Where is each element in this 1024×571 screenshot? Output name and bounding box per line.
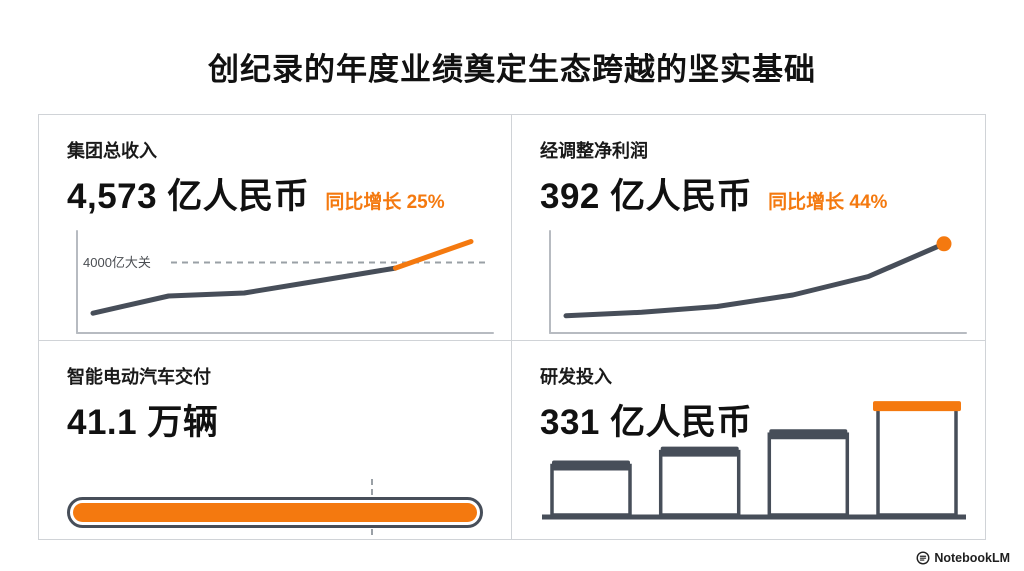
rnd-value: 331 亿人民币 [540,403,753,442]
profit-label: 经调整净利润 [540,141,648,161]
profit-value-row: 392 亿人民币 同比增长 44% [540,168,959,219]
delivery-progress-track [67,497,483,528]
rnd-bar [876,404,958,517]
revenue-value: 4,573 亿人民币 [67,177,310,216]
deliveries-value: 41.1 万辆 [67,403,219,442]
rnd-bar [767,432,850,517]
revenue-growth-badge: 同比增长 25% [325,192,445,213]
panel-rnd: 研发投入 331 亿人民币 [512,341,985,539]
panel-profit: 经调整净利润 392 亿人民币 同比增长 44% [512,115,985,341]
notebooklm-watermark: NotebookLM [916,551,1010,565]
trend-accent-segment [392,239,474,271]
deliveries-label: 智能电动汽车交付 [67,367,211,387]
rnd-bar [658,449,741,517]
revenue-label: 集团总收入 [67,141,157,161]
rnd-bar-cap [660,446,739,457]
notebooklm-logo-icon [916,551,930,565]
rnd-bar [550,463,632,517]
rnd-bar-chart [542,401,966,520]
rnd-label: 研发投入 [540,367,612,387]
rnd-value-row: 331 亿人民币 [540,394,959,445]
panels-grid: 集团总收入 4,573 亿人民币 同比增长 25% 4000亿大关 经调整净利润… [38,114,986,540]
delivery-progress-chart: 原定目标: 30万 [67,479,483,539]
trend-line [90,265,398,316]
rnd-bar-cap [769,429,848,440]
delivery-progress-fill [73,503,477,522]
end-dot [936,236,952,252]
revenue-line-chart: 4000亿大关 [76,230,494,334]
revenue-value-row: 4,573 亿人民币 同比增长 25% [67,168,485,219]
rnd-bar-cap [552,460,630,471]
watermark-label: NotebookLM [934,551,1010,565]
page-title: 创纪录的年度业绩奠定生态跨越的坚实基础 [208,52,816,87]
deliveries-value-row: 41.1 万辆 [67,394,485,445]
panel-revenue: 集团总收入 4,573 亿人民币 同比增长 25% 4000亿大关 [39,115,512,341]
profit-line-chart [549,230,967,334]
profit-value: 392 亿人民币 [540,177,753,216]
threshold-label: 4000亿大关 [83,255,151,270]
trend-line [563,241,947,319]
panel-deliveries: 智能电动汽车交付 41.1 万辆 原定目标: 30万 [39,341,512,539]
rnd-bar-accent-cap [873,401,961,412]
profit-growth-badge: 同比增长 44% [768,192,888,213]
